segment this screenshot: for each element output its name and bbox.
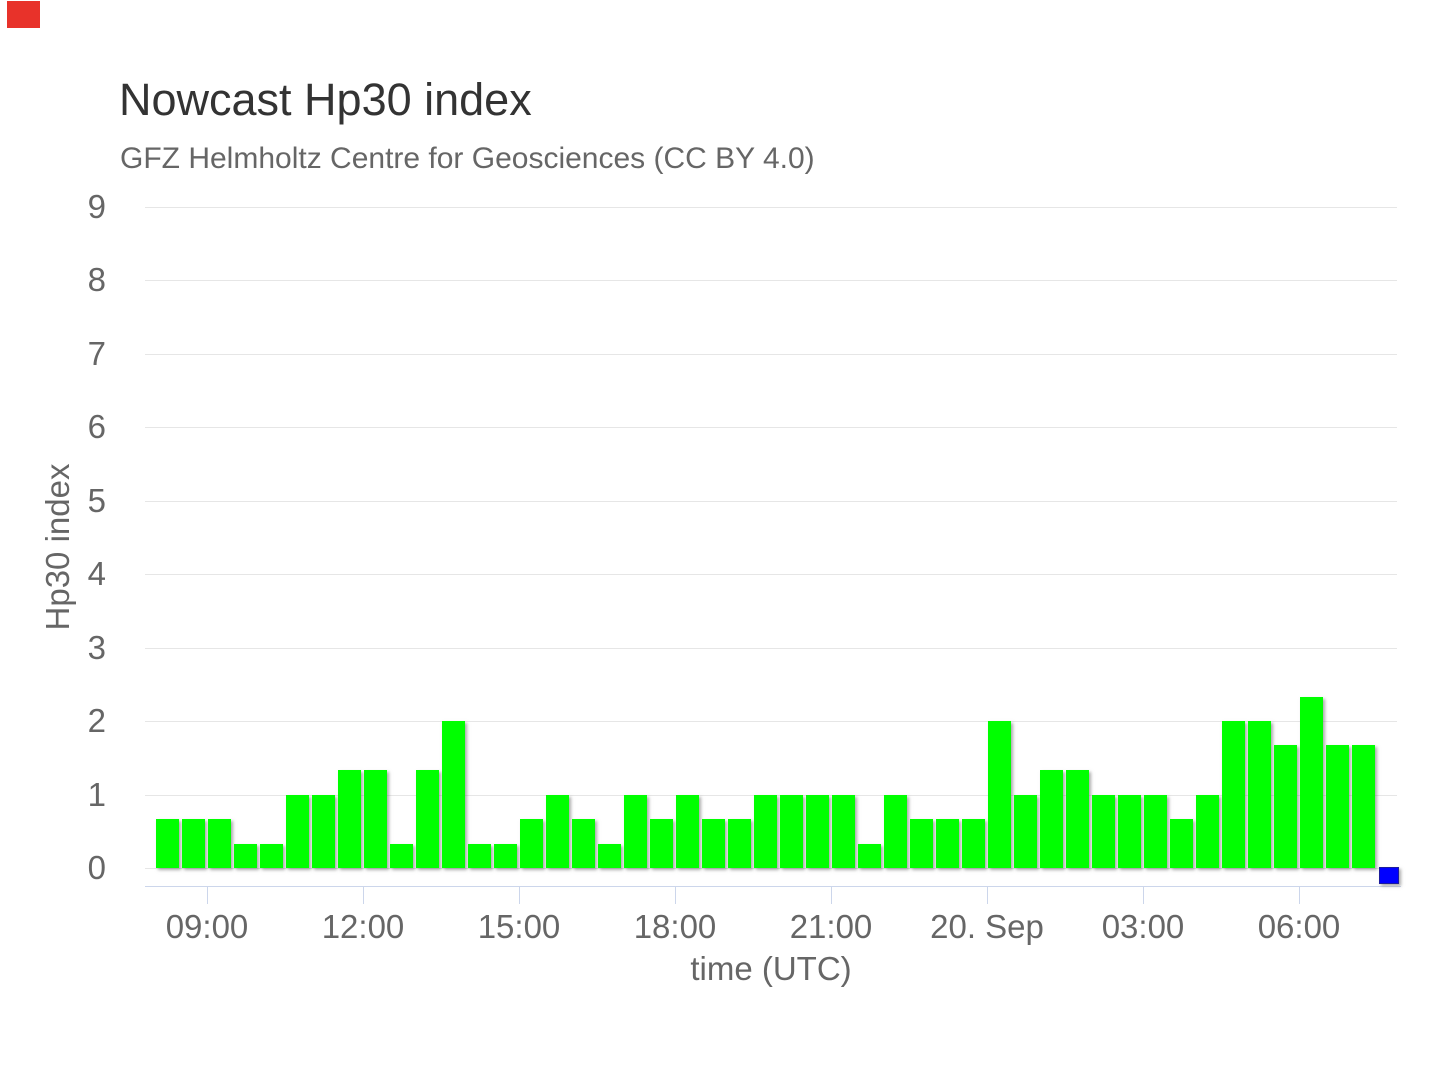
bar[interactable]: [1066, 770, 1089, 868]
bar[interactable]: [1118, 795, 1141, 868]
x-tick-label: 09:00: [165, 908, 249, 945]
bar[interactable]: [156, 819, 179, 868]
bar[interactable]: [572, 819, 595, 868]
y-tick-label: 2: [87, 702, 106, 740]
bar[interactable]: [1092, 795, 1115, 868]
chart-subtitle: GFZ Helmholtz Centre for Geosciences (CC…: [120, 142, 815, 175]
bar[interactable]: [650, 819, 673, 868]
bar[interactable]: [702, 819, 725, 868]
bar[interactable]: [988, 721, 1011, 868]
bar[interactable]: [598, 844, 621, 868]
bar[interactable]: [312, 795, 335, 868]
x-tick-mark: [1143, 886, 1144, 904]
y-tick-label: 7: [87, 334, 106, 372]
x-tick-mark: [519, 886, 520, 904]
bar[interactable]: [832, 795, 855, 868]
gridline: [145, 574, 1397, 576]
bar[interactable]: [806, 795, 829, 868]
x-tick-mark: [207, 886, 208, 904]
bar[interactable]: [546, 795, 569, 868]
y-tick-label: 9: [87, 188, 106, 226]
gridline: [145, 500, 1397, 502]
x-tick-mark: [831, 886, 832, 904]
bar[interactable]: [286, 795, 309, 868]
y-tick-label: 0: [87, 849, 106, 886]
x-tick-label: 06:00: [1257, 908, 1341, 945]
gridline: [145, 207, 1397, 209]
x-tick-mark: [1299, 886, 1300, 904]
bar[interactable]: [364, 770, 387, 868]
bar[interactable]: [416, 770, 439, 868]
bar[interactable]: [910, 819, 933, 868]
gridline: [145, 868, 1397, 869]
bar[interactable]: [208, 819, 231, 868]
gridline: [145, 280, 1397, 282]
bar[interactable]: [1196, 795, 1219, 868]
bar[interactable]: [182, 819, 205, 868]
bar[interactable]: [676, 795, 699, 868]
bar[interactable]: [1352, 745, 1375, 868]
gridline: [145, 647, 1397, 649]
x-tick-label: 21:00: [789, 908, 873, 945]
bar[interactable]: [260, 844, 283, 868]
bar[interactable]: [858, 844, 881, 868]
bar[interactable]: [754, 795, 777, 868]
gridline: [145, 353, 1397, 355]
x-tick-label: 20. Sep: [930, 908, 1044, 945]
y-tick-label: 6: [87, 408, 106, 446]
x-tick-label: 12:00: [321, 908, 405, 945]
x-tick-mark: [363, 886, 364, 904]
bar[interactable]: [1274, 745, 1297, 868]
y-tick-label: 5: [87, 481, 106, 519]
bar[interactable]: [468, 844, 491, 868]
x-axis-title: time (UTC): [690, 950, 852, 987]
x-tick-mark: [987, 886, 988, 904]
bar[interactable]: [780, 795, 803, 868]
gridline: [145, 427, 1397, 429]
x-tick-mark: [675, 886, 676, 904]
bar[interactable]: [494, 844, 517, 868]
bar[interactable]: [442, 721, 465, 868]
x-tick-label: 03:00: [1101, 908, 1185, 945]
gridline: [145, 721, 1397, 723]
bar[interactable]: [1144, 795, 1167, 868]
chart-title: Nowcast Hp30 index: [119, 74, 532, 125]
bar[interactable]: [234, 844, 257, 868]
bar[interactable]: [1014, 795, 1037, 868]
nowcast-bar[interactable]: [1379, 867, 1399, 884]
bar[interactable]: [624, 795, 647, 868]
bar[interactable]: [1222, 721, 1245, 868]
y-tick-label: 8: [87, 261, 106, 299]
x-axis-line: [145, 886, 1401, 887]
bar[interactable]: [884, 795, 907, 868]
bar[interactable]: [1040, 770, 1063, 868]
bar[interactable]: [390, 844, 413, 868]
bar[interactable]: [728, 819, 751, 868]
red-square-marker: [7, 1, 40, 28]
y-tick-label: 4: [87, 555, 106, 593]
x-tick-label: 15:00: [477, 908, 561, 945]
bar[interactable]: [936, 819, 959, 868]
bar[interactable]: [338, 770, 361, 868]
bar[interactable]: [962, 819, 985, 868]
bar[interactable]: [1248, 721, 1271, 868]
y-tick-label: 3: [87, 628, 106, 666]
x-tick-label: 18:00: [633, 908, 717, 945]
bar[interactable]: [1326, 745, 1349, 868]
bar[interactable]: [1300, 697, 1323, 868]
bar[interactable]: [520, 819, 543, 868]
y-tick-label: 1: [87, 775, 106, 813]
bar[interactable]: [1170, 819, 1193, 868]
